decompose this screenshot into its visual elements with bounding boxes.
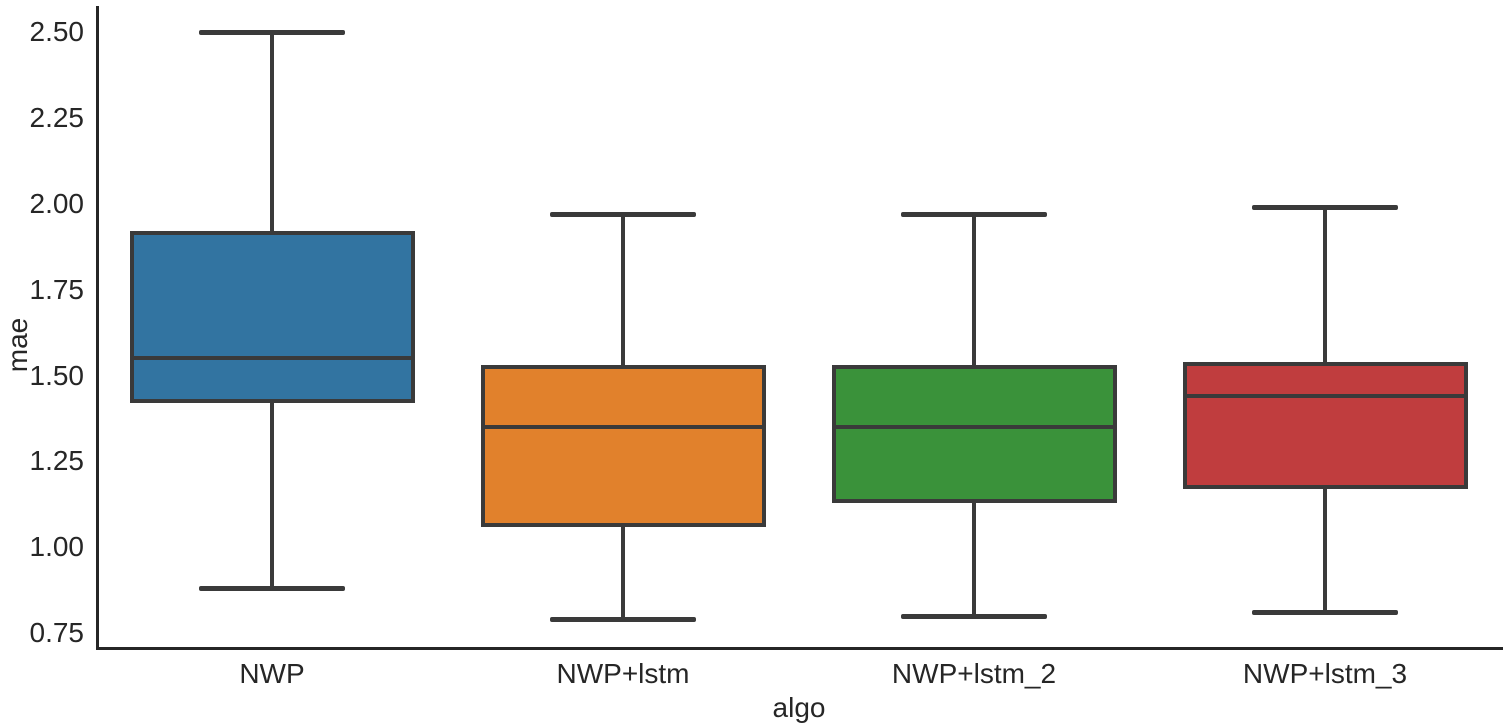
median-NWP+lstm_2 [831, 425, 1117, 430]
box-NWP+lstm_3 [1182, 361, 1468, 489]
x-axis-title: algo [772, 692, 826, 723]
y-tick-label-1.75: 1.75 [29, 273, 85, 305]
upper-cap-NWP+lstm_2 [901, 212, 1047, 218]
y-tick-label-2.50: 2.50 [29, 16, 85, 48]
box-NWP [129, 231, 415, 404]
upper-whisker-NWP+lstm [621, 214, 625, 366]
upper-cap-NWP+lstm_3 [1252, 205, 1398, 211]
lower-whisker-NWP+lstm [621, 526, 625, 620]
lower-whisker-NWP+lstm_2 [972, 502, 976, 616]
upper-whisker-NWP [270, 32, 274, 232]
lower-whisker-NWP+lstm_3 [1323, 488, 1327, 613]
x-category-label-NWP: NWP [239, 658, 305, 689]
x-category-label-NWP+lstm: NWP+lstm [556, 658, 690, 689]
upper-cap-NWP+lstm [550, 212, 696, 218]
upper-whisker-NWP+lstm_2 [972, 214, 976, 366]
y-tick-label-1.00: 1.00 [29, 531, 85, 563]
y-tick-label-1.25: 1.25 [29, 445, 85, 477]
y-tick-label-2.25: 2.25 [29, 102, 85, 134]
lower-cap-NWP+lstm_2 [901, 613, 1047, 619]
lower-cap-NWP+lstm_3 [1252, 610, 1398, 616]
x-axis-spine [96, 647, 1503, 650]
y-tick-label-0.75: 0.75 [29, 617, 85, 648]
y-axis-spine [96, 6, 99, 650]
y-tick-label-1.50: 1.50 [29, 359, 85, 391]
lower-cap-NWP+lstm [550, 617, 696, 623]
upper-cap-NWP [199, 30, 345, 36]
x-category-label-NWP+lstm_3: NWP+lstm_3 [1242, 658, 1408, 689]
lower-whisker-NWP [270, 403, 274, 589]
y-tick-label-2.00: 2.00 [29, 188, 85, 219]
median-NWP+lstm [480, 425, 766, 430]
median-NWP [129, 356, 415, 361]
upper-whisker-NWP+lstm_3 [1323, 207, 1327, 362]
median-NWP+lstm_3 [1182, 394, 1468, 399]
lower-cap-NWP [199, 586, 345, 592]
box-NWP+lstm_2 [831, 365, 1117, 503]
x-category-label-NWP+lstm_2: NWP+lstm_2 [891, 658, 1057, 689]
box-NWP+lstm [480, 365, 766, 527]
